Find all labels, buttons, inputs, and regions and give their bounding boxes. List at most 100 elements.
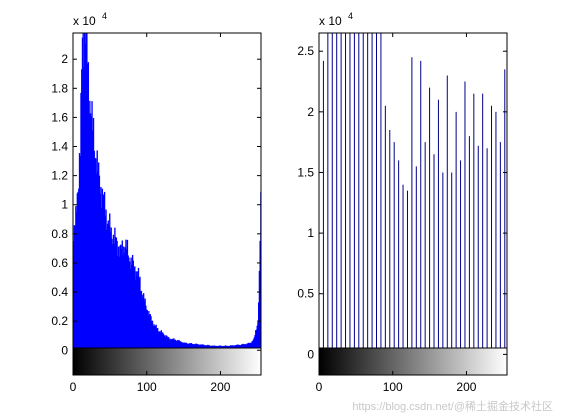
bar [86, 63, 89, 351]
bar [163, 335, 165, 351]
bar [97, 171, 99, 351]
bar [157, 331, 160, 351]
bar [201, 344, 203, 351]
bar [85, 33, 87, 351]
bar [188, 343, 191, 351]
bar [106, 223, 109, 351]
bar [116, 240, 118, 351]
bar [89, 113, 92, 351]
y-tick-label: 2 [61, 52, 68, 66]
bar [175, 340, 177, 351]
bar [82, 33, 84, 351]
bar [134, 266, 136, 351]
bar [178, 339, 180, 351]
bar [167, 336, 169, 351]
bar [171, 339, 173, 351]
bar [145, 309, 148, 351]
bar [90, 116, 92, 351]
bar [74, 225, 76, 351]
bar [79, 156, 81, 351]
bar [201, 344, 204, 351]
bar [104, 215, 106, 351]
bar [252, 340, 254, 351]
bar [92, 130, 94, 351]
bar [148, 314, 151, 351]
bar [156, 328, 158, 351]
bar [253, 337, 255, 351]
bar [119, 245, 121, 351]
bar [98, 162, 100, 351]
x-tick-label: 200 [210, 380, 230, 394]
bar [197, 344, 199, 351]
bar [127, 255, 129, 351]
bar [143, 300, 146, 351]
y-tick-label: 0.6 [51, 256, 68, 270]
x-tick-label: 200 [456, 380, 476, 394]
bar [159, 332, 162, 351]
bar [110, 227, 112, 351]
bar [154, 325, 156, 351]
bar [241, 344, 244, 351]
bar [194, 343, 196, 351]
bar [258, 270, 261, 351]
bar [109, 213, 111, 351]
x-tick-label: 100 [383, 380, 403, 394]
bar [249, 343, 251, 351]
bar [134, 279, 137, 351]
bar [114, 227, 116, 351]
bar [251, 341, 253, 351]
histogram-right: 0 0.5 1 1.5 2 2.5 0 100 200 x 10 4 [297, 11, 508, 394]
bar [111, 238, 113, 351]
bar [120, 244, 122, 351]
bar [107, 220, 109, 351]
x-tick-label: 0 [70, 380, 77, 394]
bar [241, 344, 243, 351]
bar [164, 335, 166, 351]
bar [174, 339, 177, 351]
histogram-left: 0 0.2 0.4 0.6 0.8 1 1.2 1.4 1.6 1.8 2 0 100 200 x 10 4 [51, 11, 262, 394]
bar [133, 266, 135, 351]
bar [106, 229, 108, 351]
bar [135, 271, 137, 351]
bar [171, 338, 174, 351]
bar [196, 344, 199, 351]
bar [254, 335, 256, 351]
bar [185, 343, 187, 351]
bar [176, 340, 179, 351]
bar [139, 276, 141, 351]
bar [126, 239, 129, 351]
x-tick-label: 100 [137, 380, 157, 394]
bar [78, 188, 80, 351]
bar [243, 344, 245, 351]
bar [94, 157, 96, 351]
bar [173, 340, 176, 351]
bar [255, 329, 258, 351]
bar [117, 255, 119, 351]
bar [186, 343, 188, 351]
bar [183, 342, 185, 351]
bar [113, 243, 115, 351]
bar [93, 150, 95, 351]
bar [170, 340, 172, 351]
bar [95, 158, 97, 351]
bar [122, 255, 124, 351]
bar [185, 342, 188, 351]
bar [123, 246, 125, 351]
bar [199, 344, 202, 351]
bar [117, 246, 120, 351]
bar [187, 343, 190, 351]
bar [83, 67, 85, 351]
bar [182, 342, 184, 351]
y-tick-label: 0.2 [51, 314, 68, 328]
bar [242, 343, 244, 351]
bar [195, 344, 197, 351]
y-tick-label: 1.5 [297, 165, 314, 179]
y-tick-label: 2 [307, 105, 314, 119]
bar [246, 343, 248, 351]
bar [91, 101, 93, 351]
bar [144, 298, 146, 351]
y-tick-label: 1 [307, 226, 314, 240]
bar [121, 240, 123, 351]
bar [129, 268, 132, 351]
bar [160, 330, 163, 351]
